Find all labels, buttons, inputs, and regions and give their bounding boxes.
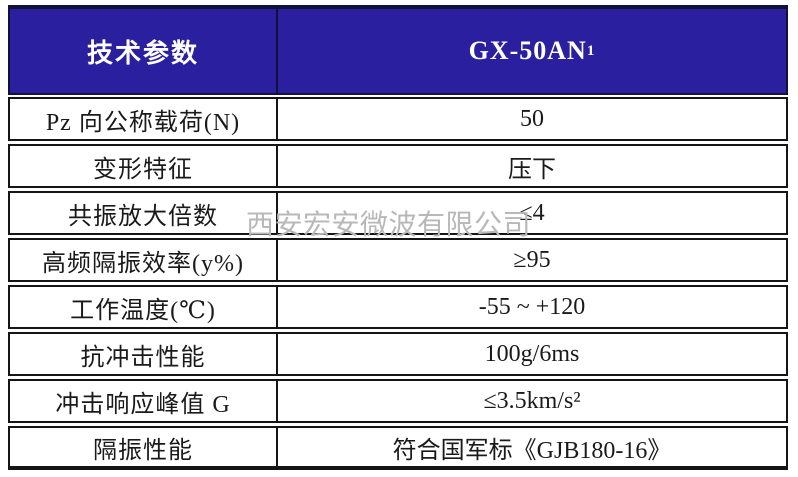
table-row: 隔振性能 符合国军标《GJB180-16》 [8,426,788,470]
table-row: 冲击响应峰值 G ≤3.5km/s² [8,379,788,423]
row-label: 抗冲击性能 [8,332,278,376]
row-value: 100g/6ms [278,332,788,376]
model-name: GX-50AN [468,36,587,65]
row-label: 冲击响应峰值 G [8,379,278,423]
table-row: 变形特征 压下 [8,144,788,188]
row-label: 高频隔振效率(y%) [8,238,278,282]
row-value: 符合国军标《GJB180-16》 [278,426,788,470]
row-value: ≥95 [278,238,788,282]
row-value: 压下 [278,144,788,188]
row-label: 隔振性能 [8,426,278,470]
header-param-column: 技术参数 [8,5,278,95]
row-label: 共振放大倍数 [8,191,278,235]
table-row: Pz 向公称载荷(N) 50 [8,97,788,141]
spec-table: 技术参数 GX-50AN 1 Pz 向公称载荷(N) 50 变形特征 压下 共振放… [8,5,788,473]
table-row: 共振放大倍数 ≤4 [8,191,788,235]
row-value: 50 [278,97,788,141]
table-row: 工作温度(℃) -55 ~ +120 [8,285,788,329]
row-label: Pz 向公称载荷(N) [8,97,278,141]
table-header-row: 技术参数 GX-50AN 1 [8,5,788,95]
header-model-column: GX-50AN 1 [278,5,788,95]
row-label: 变形特征 [8,144,278,188]
row-label: 工作温度(℃) [8,285,278,329]
row-value: -55 ~ +120 [278,285,788,329]
table-row: 抗冲击性能 100g/6ms [8,332,788,376]
table-row: 高频隔振效率(y%) ≥95 [8,238,788,282]
row-value: ≤4 [278,191,788,235]
row-value: ≤3.5km/s² [278,379,788,423]
